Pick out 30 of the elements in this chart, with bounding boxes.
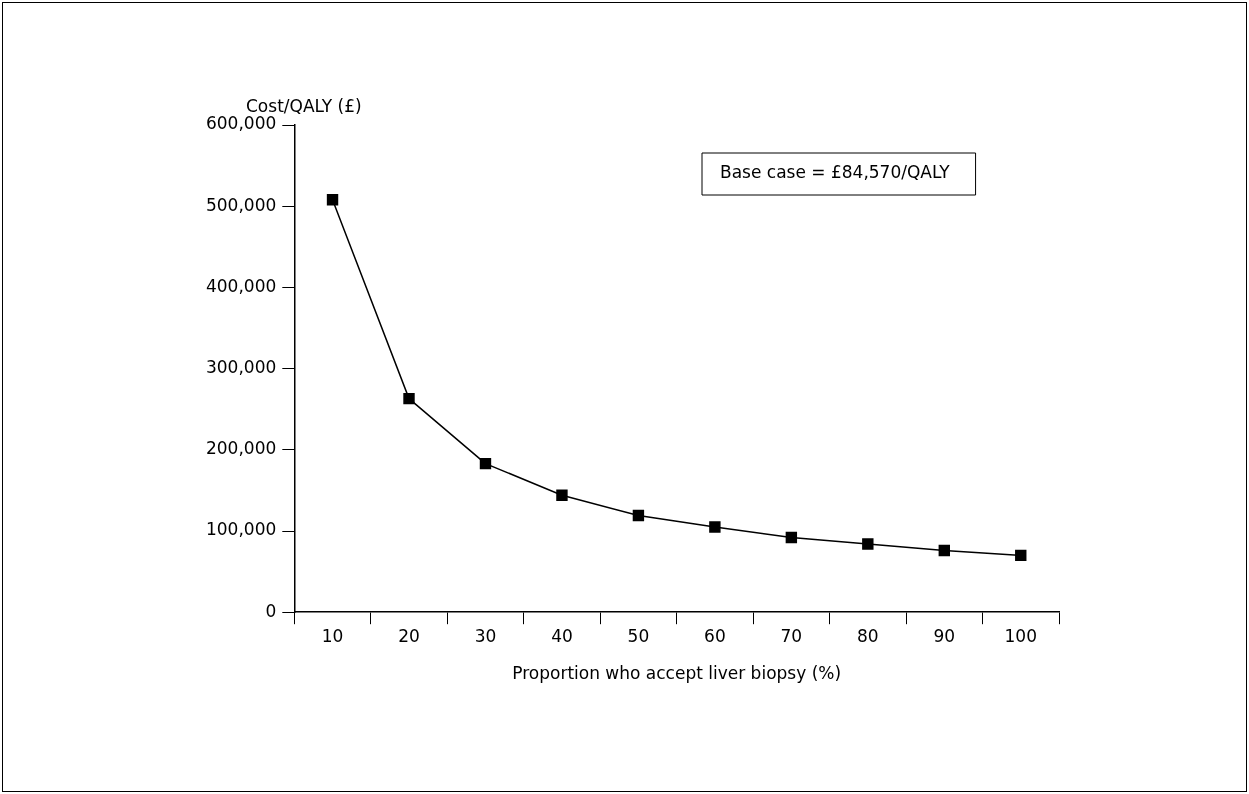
y-axis-title: Cost/QALY (£) <box>246 96 362 116</box>
point <box>1015 549 1027 562</box>
annotation: Base case = £84,570/QALY <box>720 162 951 183</box>
y-tick-label: 200,000 <box>205 438 277 459</box>
y-tick-label: 0 <box>265 600 277 621</box>
x-tick-label: 90 <box>933 625 956 646</box>
point <box>862 538 874 550</box>
x-tick-label: 40 <box>551 625 573 646</box>
x-tick-label: 100 <box>1004 625 1037 646</box>
point <box>709 521 721 533</box>
y-tick-label: 500,000 <box>205 194 277 215</box>
y-tick-label: 400,000 <box>205 275 277 296</box>
x-tick-label: 20 <box>398 625 420 646</box>
x-tick-label: 80 <box>857 625 879 646</box>
x-tick-label: 70 <box>780 625 803 646</box>
point <box>938 544 950 557</box>
y-tick-label: 300,000 <box>205 357 277 378</box>
point <box>632 509 645 522</box>
x-tick-label: 50 <box>627 625 650 646</box>
point <box>403 392 415 405</box>
x-tick-label: 30 <box>474 625 497 646</box>
y-tick-label: 600,000 <box>205 113 277 134</box>
point <box>479 457 492 470</box>
point <box>556 489 568 501</box>
x-tick-label: 60 <box>704 625 726 646</box>
y-tick-label: 100,000 <box>205 519 277 540</box>
point <box>785 531 798 544</box>
x-tick-label: 10 <box>321 625 344 646</box>
point <box>326 194 339 206</box>
x-axis-title: Proportion who accept liver biopsy (%) <box>512 663 842 684</box>
